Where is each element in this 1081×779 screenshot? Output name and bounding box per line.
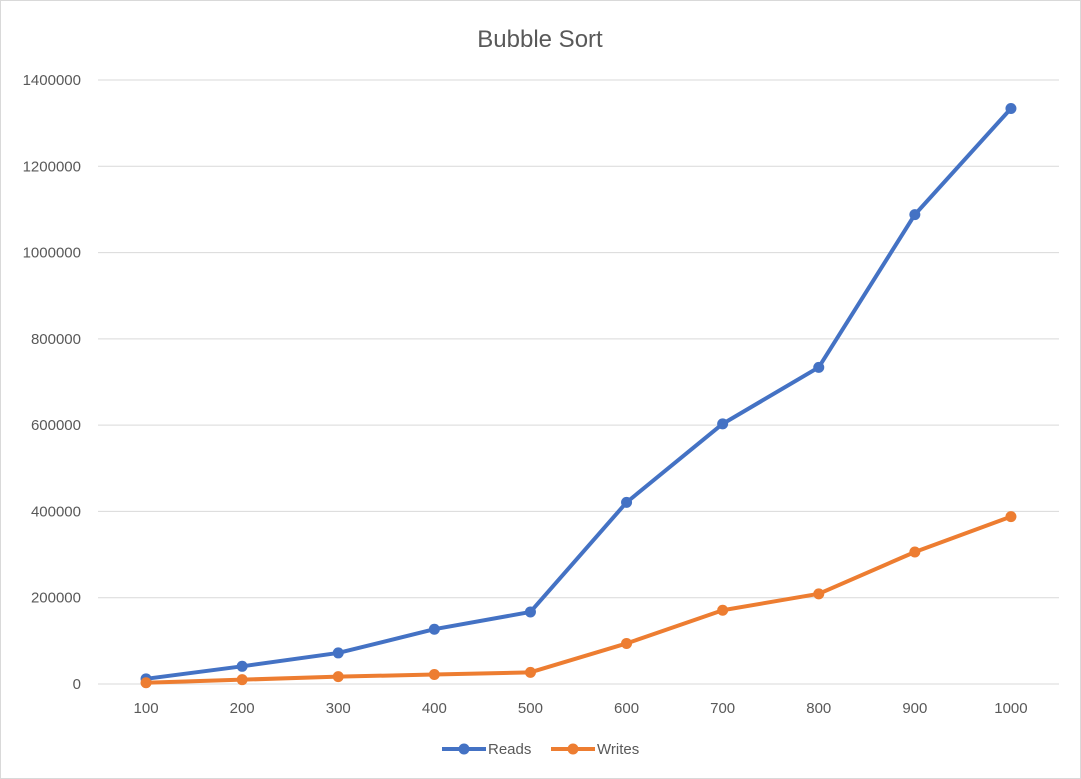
x-tick-label: 500 [518, 700, 543, 717]
legend-item-writes: Writes [551, 741, 639, 758]
y-tick-label: 1000000 [23, 245, 81, 262]
y-tick-label: 1400000 [23, 72, 81, 89]
data-point [524, 606, 536, 618]
x-tick-label: 900 [902, 700, 927, 717]
x-tick-label: 1000 [994, 700, 1027, 717]
legend-item-reads: Reads [442, 741, 531, 758]
gridlines [98, 79, 1059, 685]
data-point [621, 496, 633, 508]
data-point [1005, 511, 1017, 523]
series-lines [140, 102, 1017, 689]
data-point [1005, 102, 1017, 114]
legend-label: Writes [597, 741, 639, 758]
legend-marker [567, 743, 579, 755]
series-writes [140, 511, 1017, 689]
data-point [332, 647, 344, 659]
data-point [140, 677, 152, 689]
series-reads [140, 102, 1017, 685]
data-point [332, 671, 344, 683]
data-point [813, 361, 825, 373]
legend: Reads Writes [442, 741, 639, 758]
y-tick-label: 400000 [31, 503, 81, 520]
x-tick-label: 700 [710, 700, 735, 717]
data-point [717, 604, 729, 616]
y-tick-label: 0 [73, 676, 81, 693]
data-point [236, 660, 248, 672]
data-point [428, 623, 440, 635]
x-tick-label: 600 [614, 700, 639, 717]
x-tick-label: 800 [806, 700, 831, 717]
x-tick-label: 200 [230, 700, 255, 717]
x-axis-ticks: 100 200 300 400 500 600 700 800 900 1000 [134, 700, 1028, 717]
data-point [717, 418, 729, 430]
y-axis-ticks: 0 200000 400000 600000 800000 1000000 1200000 1… [23, 72, 81, 693]
y-tick-label: 200000 [31, 590, 81, 607]
x-tick-label: 400 [422, 700, 447, 717]
x-tick-label: 300 [326, 700, 351, 717]
y-tick-label: 600000 [31, 417, 81, 434]
data-point [909, 546, 921, 558]
data-point [236, 674, 248, 686]
data-point [909, 209, 921, 221]
y-tick-label: 800000 [31, 331, 81, 348]
legend-label: Reads [488, 741, 531, 758]
chart-title: Bubble Sort [477, 26, 603, 53]
data-point [428, 669, 440, 681]
legend-marker [458, 743, 470, 755]
x-tick-label: 100 [134, 700, 159, 717]
data-point [813, 588, 825, 600]
data-point [621, 637, 633, 649]
series-line [144, 514, 1013, 685]
data-point [524, 666, 536, 678]
series-line [144, 106, 1013, 681]
y-tick-label: 1200000 [23, 158, 81, 175]
